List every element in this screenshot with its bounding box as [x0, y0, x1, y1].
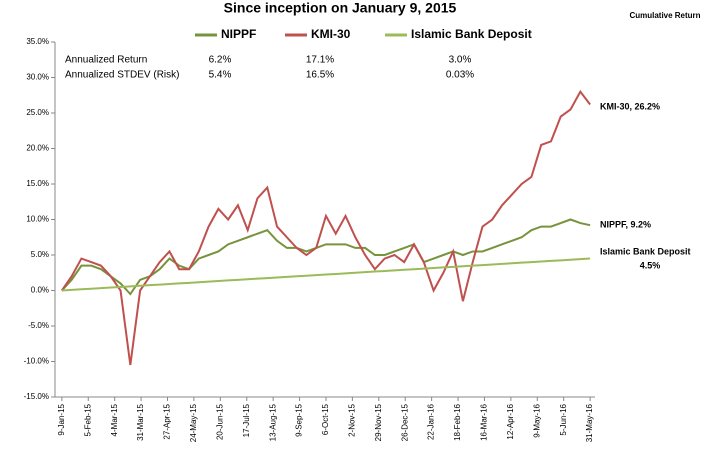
annotation: Islamic Bank Deposit	[600, 246, 691, 256]
y-tick-label: 30.0%	[26, 73, 49, 82]
chart-title: Since inception on January 9, 2015	[224, 0, 457, 16]
series-line	[61, 257, 591, 292]
x-tick-label: 13-Aug-15	[268, 403, 277, 441]
series-line	[61, 89, 591, 366]
table-cell: 6.2%	[209, 55, 232, 66]
x-tick-label: 18-Feb-16	[453, 403, 462, 440]
table-cell: 0.03%	[446, 70, 474, 81]
y-tick-label: -15.0%	[24, 392, 49, 401]
y-tick-label: 15.0%	[26, 179, 49, 188]
y-tick-label: 10.0%	[26, 215, 49, 224]
x-tick-label: 17-Jul-15	[242, 403, 251, 437]
annotation: NIPPF, 9.2%	[600, 219, 651, 229]
table-cell: Annualized Return	[65, 55, 147, 66]
annotation: 4.5%	[640, 260, 661, 270]
series-line	[61, 218, 591, 296]
x-tick-label: 5-Feb-15	[83, 403, 92, 436]
x-tick-label: 26-Dec-15	[400, 403, 409, 441]
x-tick-label: 31-May-16	[585, 403, 594, 442]
table-cell: 17.1%	[306, 55, 334, 66]
y-axis-label: Cumulative Return	[629, 11, 700, 20]
x-tick-label: 20-Jun-15	[215, 403, 224, 440]
y-tick-label: -5.0%	[28, 321, 49, 330]
x-tick-label: 29-Nov-15	[374, 403, 383, 441]
x-tick-label: 9-Jan-15	[57, 403, 66, 435]
x-tick-label: 12-Apr-16	[506, 403, 515, 439]
annotation: KMI-30, 26.2%	[600, 101, 660, 111]
x-tick-label: 4-Mar-15	[110, 403, 119, 436]
table-cell: Annualized STDEV (Risk)	[65, 70, 179, 81]
x-tick-label: 2-Nov-15	[348, 403, 357, 436]
legend-label: Islamic Bank Deposit	[411, 27, 532, 41]
y-tick-label: 35.0%	[26, 37, 49, 46]
x-tick-label: 6-Oct-15	[321, 403, 330, 435]
legend-label: KMI-30	[311, 27, 351, 41]
x-tick-label: 9-May-16	[532, 403, 541, 437]
y-tick-label: 20.0%	[26, 144, 49, 153]
x-tick-label: 27-Apr-15	[163, 403, 172, 439]
x-tick-label: 22-Jan-16	[427, 403, 436, 440]
x-tick-label: 24-May-15	[189, 403, 198, 442]
x-tick-label: 16-Mar-16	[480, 403, 489, 440]
legend-label: NIPPF	[221, 27, 256, 41]
x-tick-label: 9-Sep-15	[295, 403, 304, 436]
table-cell: 3.0%	[449, 55, 472, 66]
y-tick-label: 5.0%	[31, 250, 49, 259]
y-tick-label: 25.0%	[26, 108, 49, 117]
table-cell: 5.4%	[209, 70, 232, 81]
y-tick-label: -10.0%	[24, 357, 49, 366]
x-tick-label: 31-Mar-15	[136, 403, 145, 440]
y-tick-label: 0.0%	[31, 286, 49, 295]
x-tick-label: 5-Jun-16	[559, 403, 568, 435]
table-cell: 16.5%	[306, 70, 334, 81]
